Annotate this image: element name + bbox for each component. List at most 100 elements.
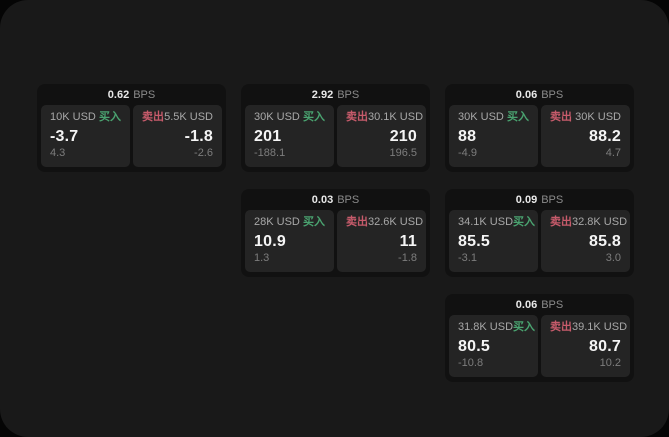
sell-panel[interactable]: 卖出 30.1K USD 210 196.5	[337, 105, 426, 167]
buy-panel-top: 28K USD 买入	[254, 216, 325, 229]
sell-label: 卖出	[550, 111, 572, 123]
sell-price: 210	[389, 128, 417, 145]
bps-value: 0.03	[311, 193, 334, 206]
buy-amount: 30K USD	[458, 111, 504, 123]
sell-label: 卖出	[550, 321, 572, 333]
buy-delta: -188.1	[254, 147, 286, 159]
card-body: 30K USD 买入 201 -188.1 卖出 30.1K USD 210 1…	[241, 105, 430, 172]
card-header: 2.92 BPS	[241, 84, 430, 105]
sell-delta: 4.7	[605, 147, 621, 159]
sell-label: 卖出	[346, 216, 368, 228]
sell-panel-top: 卖出 32.6K USD	[346, 216, 423, 229]
sell-amount: 30K USD	[575, 111, 621, 123]
quote-card: 0.09 BPS 34.1K USD 买入 85.5 -3.1 卖出 32.8K…	[445, 189, 634, 277]
buy-amount: 28K USD	[254, 216, 300, 228]
buy-price: 10.9	[254, 233, 286, 250]
card-header: 0.06 BPS	[445, 84, 634, 105]
sell-amount: 32.8K USD	[572, 216, 628, 228]
buy-price: 88	[458, 128, 477, 145]
buy-amount: 30K USD	[254, 111, 300, 123]
quote-card: 0.06 BPS 30K USD 买入 88 -4.9 卖出 30K USD	[445, 84, 634, 172]
buy-amount: 10K USD	[50, 111, 96, 123]
buy-price: 85.5	[458, 233, 490, 250]
buy-delta: 1.3	[254, 252, 270, 264]
buy-panel[interactable]: 10K USD 买入 -3.7 4.3	[41, 105, 130, 167]
quote-card: 0.62 BPS 10K USD 买入 -3.7 4.3 卖出 5.5K USD	[37, 84, 226, 172]
bps-value: 0.09	[515, 193, 538, 206]
buy-price: 201	[254, 128, 282, 145]
buy-panel[interactable]: 31.8K USD 买入 80.5 -10.8	[449, 315, 538, 377]
buy-delta: -3.1	[458, 252, 477, 264]
sell-price: 80.7	[589, 338, 621, 355]
sell-label: 卖出	[346, 111, 368, 123]
bps-value: 0.06	[515, 88, 538, 101]
bps-unit: BPS	[337, 88, 360, 101]
buy-amount: 34.1K USD	[458, 216, 514, 228]
card-header: 0.06 BPS	[445, 294, 634, 315]
card-body: 34.1K USD 买入 85.5 -3.1 卖出 32.8K USD 85.8…	[445, 210, 634, 277]
sell-price: -1.8	[184, 128, 213, 145]
buy-label: 买入	[513, 321, 536, 333]
sell-delta: 3.0	[605, 252, 621, 264]
buy-price: 80.5	[458, 338, 490, 355]
buy-panel[interactable]: 30K USD 买入 201 -188.1	[245, 105, 334, 167]
sell-amount: 30.1K USD	[368, 111, 424, 123]
sell-panel[interactable]: 卖出 32.8K USD 85.8 3.0	[541, 210, 630, 272]
sell-amount: 32.6K USD	[368, 216, 424, 228]
buy-panel[interactable]: 28K USD 买入 10.9 1.3	[245, 210, 334, 272]
buy-label: 买入	[513, 216, 536, 228]
buy-panel-top: 10K USD 买入	[50, 111, 121, 124]
sell-delta: 196.5	[389, 147, 417, 159]
buy-panel-top: 30K USD 买入	[254, 111, 325, 124]
card-header: 0.03 BPS	[241, 189, 430, 210]
sell-delta: 10.2	[599, 357, 621, 369]
buy-panel[interactable]: 34.1K USD 买入 85.5 -3.1	[449, 210, 538, 272]
quote-card: 0.03 BPS 28K USD 买入 10.9 1.3 卖出 32.6K US…	[241, 189, 430, 277]
bps-unit: BPS	[337, 193, 360, 206]
card-header: 0.09 BPS	[445, 189, 634, 210]
sell-panel[interactable]: 卖出 32.6K USD 11 -1.8	[337, 210, 426, 272]
buy-label: 买入	[507, 111, 529, 123]
buy-panel-top: 30K USD 买入	[458, 111, 529, 124]
sell-panel-top: 卖出 32.8K USD	[550, 216, 627, 229]
buy-label: 买入	[303, 216, 325, 228]
sell-amount: 5.5K USD	[164, 111, 213, 123]
card-body: 28K USD 买入 10.9 1.3 卖出 32.6K USD 11 -1.8	[241, 210, 430, 277]
bps-unit: BPS	[541, 298, 564, 311]
buy-delta: -10.8	[458, 357, 484, 369]
sell-delta: -2.6	[194, 147, 213, 159]
bps-value: 2.92	[311, 88, 334, 101]
card-body: 10K USD 买入 -3.7 4.3 卖出 5.5K USD -1.8 -2.…	[37, 105, 226, 172]
bps-unit: BPS	[541, 88, 564, 101]
card-body: 31.8K USD 买入 80.5 -10.8 卖出 39.1K USD 80.…	[445, 315, 634, 382]
card-header: 0.62 BPS	[37, 84, 226, 105]
sell-price: 88.2	[589, 128, 621, 145]
sell-amount: 39.1K USD	[572, 321, 628, 333]
bps-value: 0.06	[515, 298, 538, 311]
sell-panel[interactable]: 卖出 30K USD 88.2 4.7	[541, 105, 630, 167]
buy-label: 买入	[99, 111, 121, 123]
buy-price: -3.7	[50, 128, 79, 145]
sell-panel[interactable]: 卖出 5.5K USD -1.8 -2.6	[133, 105, 222, 167]
sell-panel-top: 卖出 30.1K USD	[346, 111, 423, 124]
quote-card: 0.06 BPS 31.8K USD 买入 80.5 -10.8 卖出 39.1…	[445, 294, 634, 382]
buy-panel-top: 34.1K USD 买入	[458, 216, 535, 229]
sell-price: 11	[399, 233, 417, 250]
sell-panel[interactable]: 卖出 39.1K USD 80.7 10.2	[541, 315, 630, 377]
buy-panel-top: 31.8K USD 买入	[458, 321, 535, 334]
bps-unit: BPS	[541, 193, 564, 206]
buy-amount: 31.8K USD	[458, 321, 514, 333]
buy-delta: -4.9	[458, 147, 477, 159]
sell-label: 卖出	[142, 111, 164, 123]
card-body: 30K USD 买入 88 -4.9 卖出 30K USD 88.2 4.7	[445, 105, 634, 172]
buy-label: 买入	[303, 111, 325, 123]
buy-panel[interactable]: 30K USD 买入 88 -4.9	[449, 105, 538, 167]
sell-panel-top: 卖出 5.5K USD	[142, 111, 213, 124]
sell-price: 85.8	[589, 233, 621, 250]
buy-delta: 4.3	[50, 147, 66, 159]
bps-unit: BPS	[133, 88, 156, 101]
sell-panel-top: 卖出 39.1K USD	[550, 321, 627, 334]
sell-label: 卖出	[550, 216, 572, 228]
quotes-grid: 0.62 BPS 10K USD 买入 -3.7 4.3 卖出 5.5K USD	[37, 84, 634, 382]
